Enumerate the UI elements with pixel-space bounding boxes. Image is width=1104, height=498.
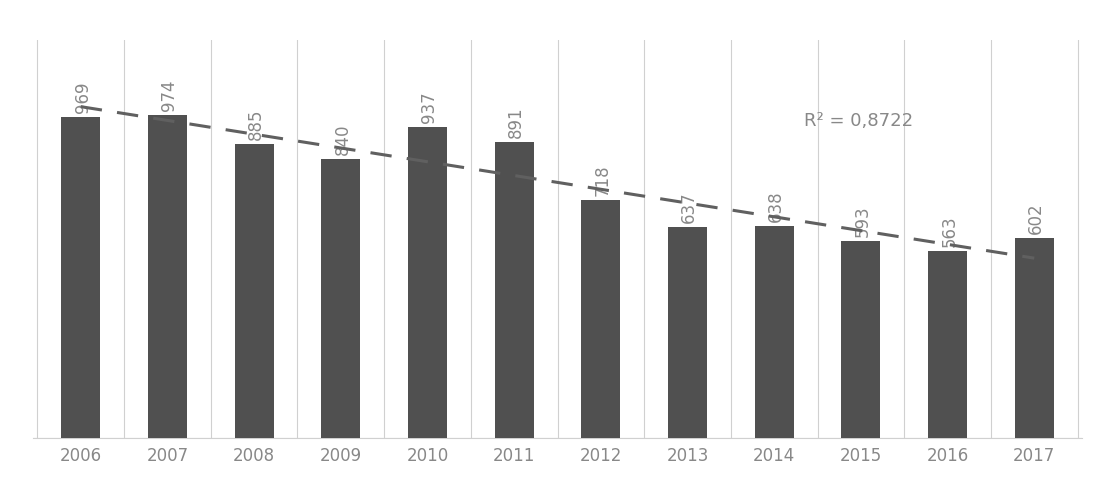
- Bar: [62, 117, 100, 438]
- Text: 840: 840: [333, 124, 351, 155]
- Text: 563: 563: [941, 216, 958, 248]
- Bar: [235, 144, 274, 438]
- Bar: [148, 115, 187, 438]
- Bar: [408, 127, 447, 438]
- Bar: [495, 142, 533, 438]
- Bar: [1015, 239, 1053, 438]
- Text: R² = 0,8722: R² = 0,8722: [804, 112, 913, 129]
- Text: 891: 891: [507, 107, 524, 138]
- Text: 885: 885: [247, 109, 265, 140]
- Text: 593: 593: [853, 206, 872, 238]
- Text: 637: 637: [680, 191, 698, 223]
- Bar: [668, 227, 707, 438]
- Bar: [582, 200, 620, 438]
- Text: 602: 602: [1027, 203, 1045, 235]
- Text: 937: 937: [421, 92, 438, 123]
- Text: 969: 969: [74, 81, 92, 113]
- Bar: [755, 227, 794, 438]
- Text: 718: 718: [594, 164, 612, 196]
- Bar: [928, 251, 967, 438]
- Text: 638: 638: [767, 191, 785, 223]
- Bar: [841, 242, 880, 438]
- Bar: [321, 159, 360, 438]
- Text: 974: 974: [160, 79, 178, 111]
